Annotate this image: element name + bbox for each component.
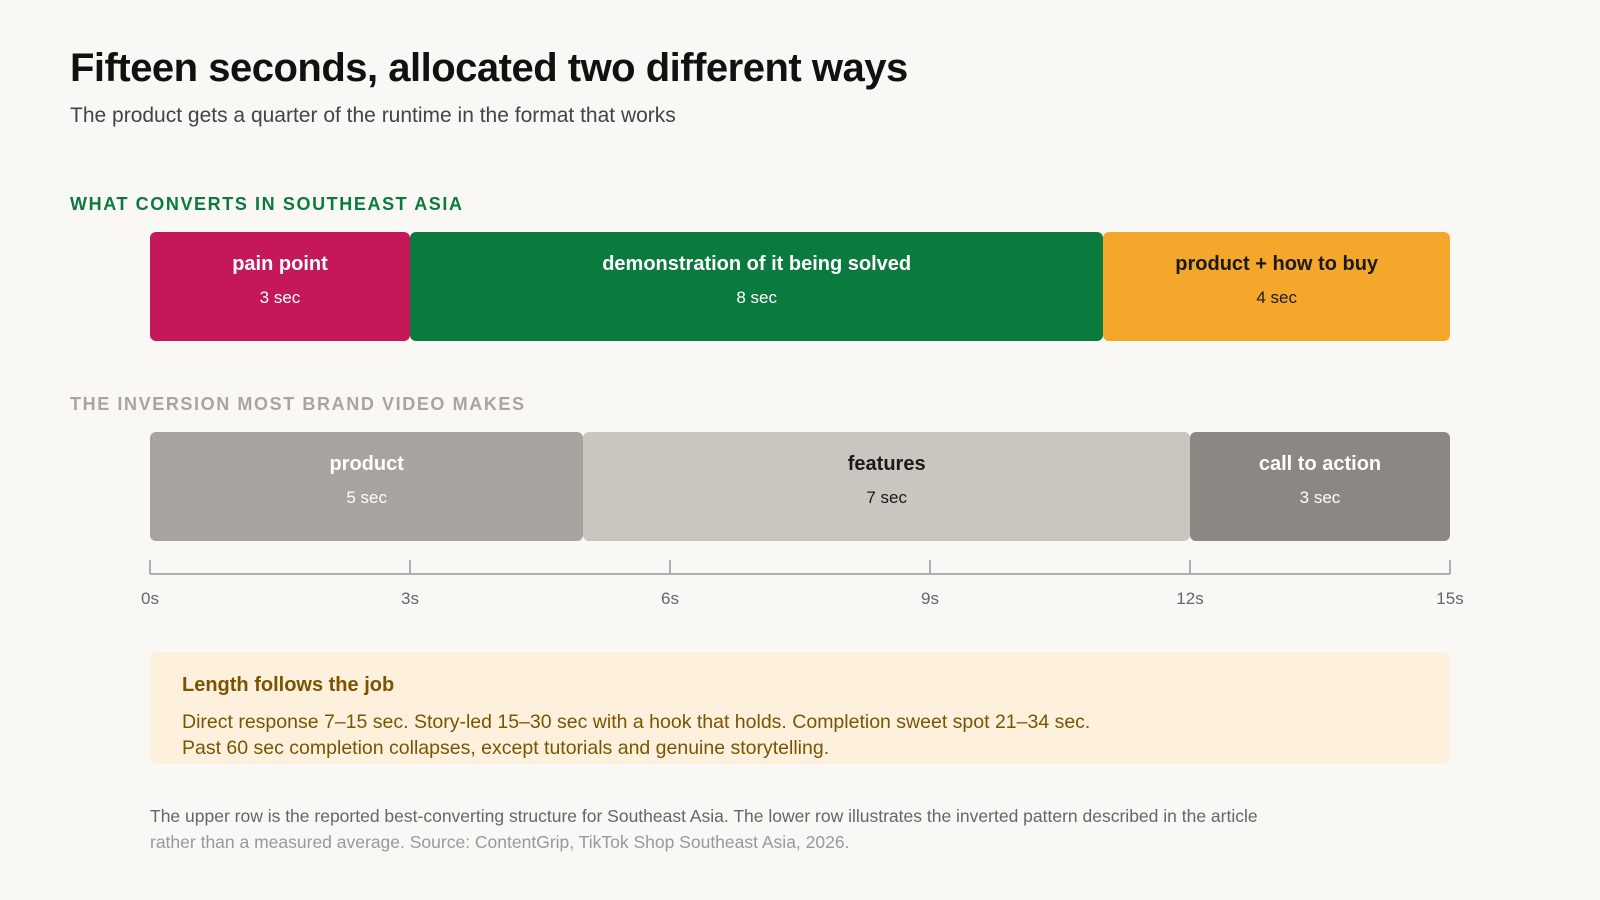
segment-demonstration-of-it-being-solved: demonstration of it being solved 8 sec (410, 232, 1104, 341)
segment-call-to-action: call to action 3 sec (1190, 432, 1450, 541)
axis-tick-label: 12s (1176, 589, 1203, 608)
axis-tick-label: 0s (141, 589, 159, 608)
segment-pain-point: pain point 3 sec (150, 232, 410, 341)
row-label-converts: WHAT CONVERTS IN SOUTHEAST ASIA (70, 194, 464, 214)
segment-label: pain point (232, 253, 328, 275)
segment-features: features 7 sec (583, 432, 1190, 541)
timeline-row-inversion: product 5 sec features 7 sec call to action 3… (150, 432, 1450, 541)
callout-title: Length follows the job (182, 674, 395, 696)
footnote: The upper row is the reported best-conve… (150, 803, 1480, 855)
segment-duration: 8 sec (736, 288, 777, 307)
segment-label: demonstration of it being solved (602, 253, 912, 275)
axis-tick-label: 9s (921, 589, 939, 608)
page-subtitle: The product gets a quarter of the runtim… (70, 104, 676, 127)
axis-tick-label: 3s (401, 589, 419, 608)
segment-duration: 3 sec (1299, 488, 1341, 507)
axis-tick-label: 15s (1436, 589, 1463, 608)
axis-tick-label: 6s (661, 589, 679, 608)
segment-duration: 3 sec (259, 288, 301, 307)
segment-label: features (847, 453, 926, 475)
segment-label: product + how to buy (1175, 253, 1379, 275)
footnote-line-2: rather than a measured average. Source: … (150, 832, 850, 852)
timeline-row-converts: pain point 3 sec demonstration of it being… (150, 232, 1450, 341)
segment-product: product 5 sec (150, 432, 584, 541)
footnote-line-1: The upper row is the reported best-conve… (150, 806, 1258, 826)
callout-line: Direct response 7–15 sec. Story-led 15–3… (182, 711, 1091, 733)
callout-line: Past 60 sec completion collapses, except… (182, 737, 830, 759)
segment-label: product (329, 453, 404, 475)
page-title: Fifteen seconds, allocated two different… (70, 46, 908, 90)
segment-duration: 5 sec (346, 488, 387, 507)
row-label-inversion: THE INVERSION MOST BRAND VIDEO MAKES (70, 394, 526, 414)
segment-duration: 4 sec (1256, 288, 1297, 307)
callout-box: Length follows the job Direct response 7… (150, 652, 1450, 764)
segment-duration: 7 sec (866, 488, 907, 507)
segment-product-how-to-buy: product + how to buy 4 sec (1103, 232, 1450, 341)
segment-label: call to action (1258, 453, 1382, 475)
time-axis: 0s 3s 6s 9s 12s 15s (141, 560, 1464, 608)
